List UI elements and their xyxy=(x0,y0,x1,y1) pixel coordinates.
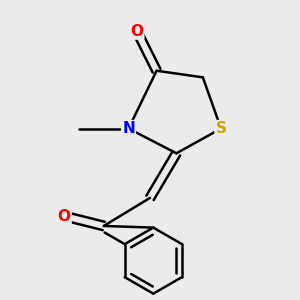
Text: N: N xyxy=(122,121,135,136)
Text: O: O xyxy=(58,208,70,224)
Text: O: O xyxy=(130,24,143,39)
Text: S: S xyxy=(215,121,226,136)
